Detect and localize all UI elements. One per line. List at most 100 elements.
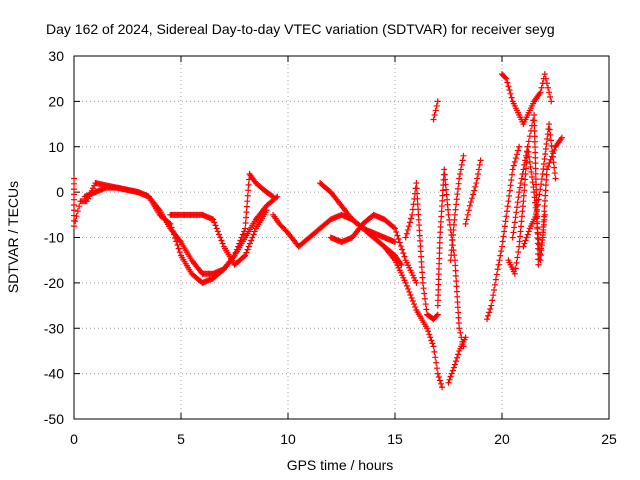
data-point — [464, 211, 471, 218]
data-point — [466, 202, 473, 209]
chart-title: Day 162 of 2024, Sidereal Day-to-day VTE… — [46, 21, 555, 37]
data-point — [525, 148, 532, 155]
data-point — [413, 185, 420, 192]
data-point — [421, 295, 428, 302]
data-point — [452, 267, 459, 274]
data-point — [446, 376, 453, 383]
data-point — [538, 242, 545, 249]
data-point — [542, 151, 549, 158]
data-point — [543, 176, 550, 183]
data-point — [393, 228, 400, 235]
data-point — [419, 274, 426, 281]
data-point — [403, 282, 410, 289]
data-point — [547, 131, 554, 138]
data-point — [434, 297, 441, 304]
data-point — [542, 75, 549, 82]
data-point — [436, 244, 443, 251]
data-point — [536, 256, 543, 263]
data-point — [518, 218, 525, 225]
data-point — [409, 211, 416, 218]
data-point — [494, 266, 501, 273]
data-point — [413, 180, 420, 187]
data-point — [436, 234, 443, 241]
data-point — [244, 198, 251, 205]
data-point — [243, 214, 250, 221]
data-point — [263, 207, 270, 214]
data-point — [233, 246, 240, 253]
data-point — [541, 197, 548, 204]
tick-label-layer: 0 5 10 15 20 25 30 20 10 0 -10 -20 -30 -40 -50 — [44, 48, 617, 447]
data-point — [456, 325, 463, 332]
data-point — [212, 222, 219, 229]
data-point — [455, 351, 462, 358]
data-point — [451, 361, 458, 368]
data-point — [434, 311, 441, 318]
data-point — [452, 262, 459, 269]
data-point — [453, 201, 460, 208]
data-point — [510, 162, 517, 169]
data-point — [511, 219, 518, 226]
data-point — [406, 288, 413, 295]
series-track-j — [445, 334, 469, 386]
data-point — [71, 180, 77, 187]
y-tick-label: -50 — [44, 411, 64, 427]
data-point — [535, 231, 542, 238]
data-point — [537, 257, 544, 264]
x-tick-label: 20 — [494, 431, 510, 447]
data-point — [485, 312, 492, 319]
data-point — [457, 170, 464, 177]
data-point — [550, 159, 557, 166]
data-point — [501, 223, 508, 230]
data-point — [395, 236, 402, 243]
data-point — [417, 237, 424, 244]
data-point — [436, 239, 443, 246]
data-point — [433, 102, 440, 109]
data-point — [439, 187, 446, 194]
data-point — [513, 259, 520, 266]
data-point — [543, 171, 550, 178]
data-point — [522, 152, 529, 159]
data-point — [538, 84, 545, 91]
data-point — [531, 189, 538, 196]
y-tick-label: 30 — [48, 48, 64, 64]
data-point — [450, 364, 457, 371]
data-point — [491, 281, 498, 288]
data-point — [436, 260, 443, 267]
data-point — [552, 175, 559, 182]
data-point — [449, 242, 456, 249]
data-point — [244, 192, 251, 199]
data-point — [519, 170, 526, 177]
data-point — [175, 245, 182, 252]
data-point — [507, 90, 514, 97]
data-point — [538, 247, 545, 254]
data-point — [542, 187, 549, 194]
data-point — [409, 206, 416, 213]
data-point — [416, 227, 423, 234]
data-point — [422, 301, 429, 308]
data-point — [503, 75, 510, 82]
data-point — [412, 304, 419, 311]
data-point — [516, 189, 523, 196]
data-point — [511, 270, 518, 277]
data-point — [525, 228, 532, 235]
data-point — [532, 149, 539, 156]
data-point — [71, 223, 77, 230]
data-point — [432, 107, 439, 114]
data-point — [442, 181, 449, 188]
data-point — [541, 216, 548, 223]
data-point — [522, 157, 529, 164]
data-point — [517, 228, 524, 235]
data-point — [452, 206, 459, 213]
data-point — [458, 161, 465, 168]
data-point — [535, 196, 542, 203]
data-point — [528, 168, 535, 175]
data-point — [451, 216, 458, 223]
series-track-g — [381, 243, 446, 391]
data-point — [218, 237, 225, 244]
data-point — [551, 170, 558, 177]
data-point — [541, 156, 548, 163]
data-point — [538, 176, 545, 183]
data-point — [448, 252, 455, 259]
data-point — [502, 218, 509, 225]
data-point — [539, 231, 546, 238]
